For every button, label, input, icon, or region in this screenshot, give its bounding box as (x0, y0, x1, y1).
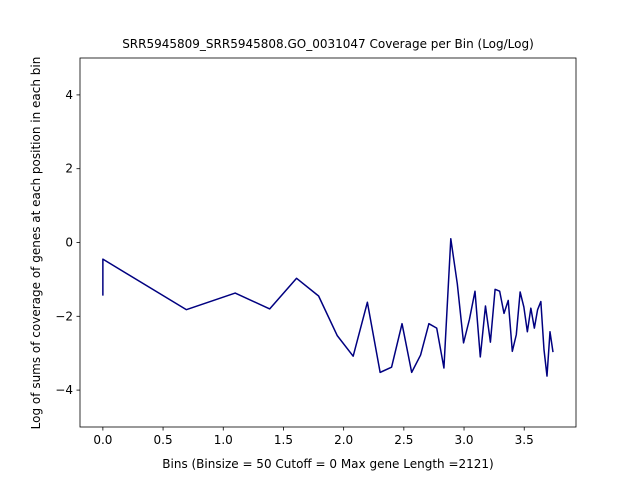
y-tick-label: −4 (55, 383, 73, 397)
y-axis-label: Log of sums of coverage of genes at each… (29, 57, 43, 430)
x-tick-label: 3.5 (515, 433, 534, 447)
y-tick-label: −2 (55, 309, 73, 323)
y-tick-label: 0 (65, 236, 73, 250)
x-tick-label: 0.5 (154, 433, 173, 447)
x-tick-label: 0.0 (93, 433, 112, 447)
x-tick-label: 2.5 (394, 433, 413, 447)
plot-area (80, 58, 576, 427)
x-tick-label: 2.0 (334, 433, 353, 447)
y-tick-label: 4 (65, 88, 73, 102)
chart-title: SRR5945809_SRR5945808.GO_0031047 Coverag… (122, 37, 534, 51)
y-tick-label: 2 (65, 162, 73, 176)
x-axis-label: Bins (Binsize = 50 Cutoff = 0 Max gene L… (162, 457, 493, 471)
x-tick-label: 3.0 (454, 433, 473, 447)
x-tick-label: 1.5 (274, 433, 293, 447)
x-tick-label: 1.0 (214, 433, 233, 447)
series-layer (102, 238, 554, 377)
series-line-0 (102, 238, 554, 377)
y-axis-ticks: −4 −2 0 2 4 (55, 88, 80, 397)
x-axis-ticks: 0.0 0.5 1.0 1.5 2.0 2.5 3.0 3.5 (93, 427, 534, 447)
